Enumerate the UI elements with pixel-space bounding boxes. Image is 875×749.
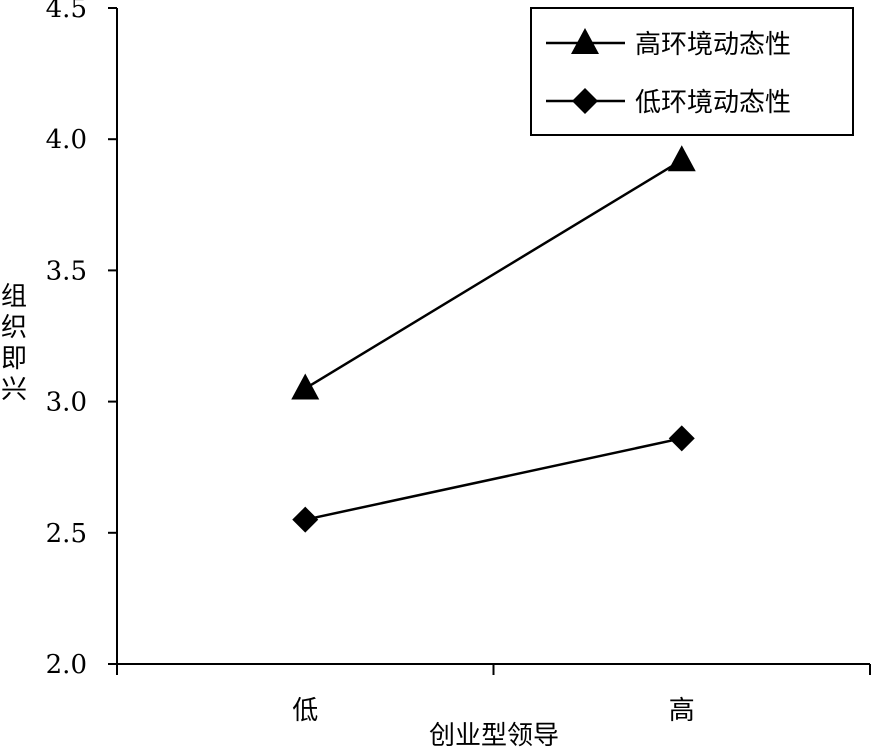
legend-label: 高环境动态性: [635, 30, 791, 60]
data-point-diamond: [292, 506, 319, 533]
y-axis-title: 组织即兴: [1, 282, 27, 405]
x-axis-title: 创业型领导: [429, 721, 559, 749]
y-tick-label: 2.0: [46, 650, 87, 680]
data-point-triangle: [291, 373, 320, 400]
x-axis-ticks: 低高: [116, 664, 871, 726]
data-point-diamond: [668, 425, 695, 452]
y-tick-label: 4.5: [46, 0, 87, 24]
y-tick-label: 3.0: [46, 388, 87, 418]
legend-marker-triangle: [571, 28, 599, 54]
y-axis-ticks: 2.0 2.5 3.0 3.5 4.0 4.5: [46, 0, 117, 680]
series-diamond: [292, 425, 695, 533]
series-line: [304, 159, 683, 390]
y-tick-label: 2.5: [46, 519, 87, 549]
series-triangle: [291, 145, 696, 400]
series-line: [304, 437, 683, 521]
y-tick-label: 4.0: [46, 125, 87, 155]
data-point-triangle: [667, 145, 696, 172]
legend-label: 低环境动态性: [635, 88, 791, 118]
y-tick-label: 3.5: [46, 256, 87, 286]
x-tick-label: 高: [669, 696, 695, 726]
legend-marker-diamond: [572, 88, 598, 114]
x-tick-label: 低: [292, 696, 318, 726]
series-group: [291, 145, 696, 533]
